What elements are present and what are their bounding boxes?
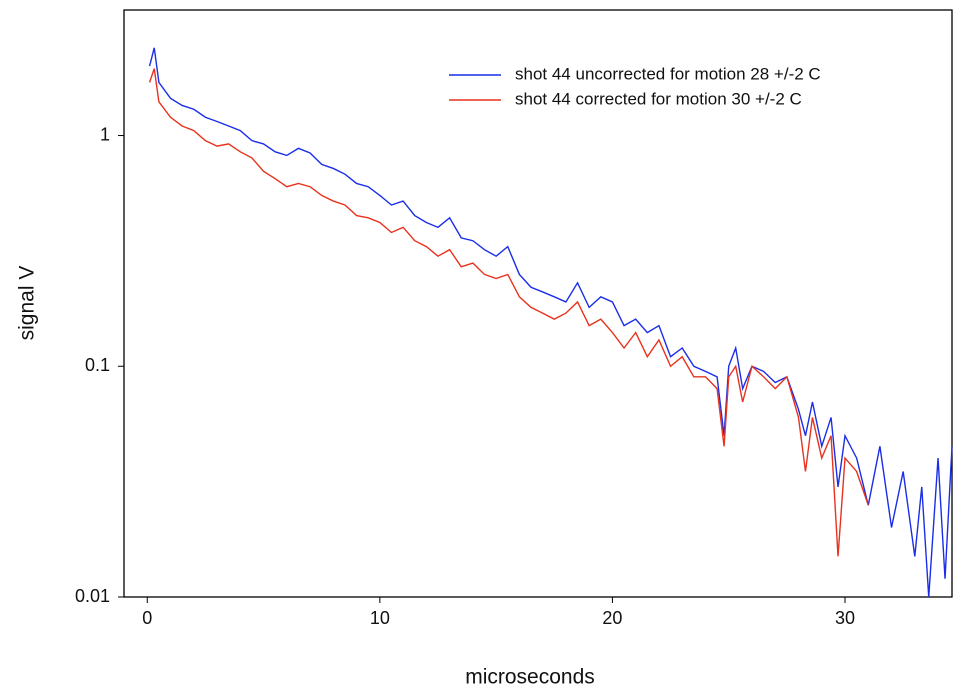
legend-label: shot 44 uncorrected for motion 28 +/-2 C	[515, 64, 821, 83]
x-tick-label: 0	[142, 608, 152, 628]
x-axis-title: microseconds	[465, 666, 595, 689]
y-tick-label: 0.01	[75, 586, 110, 606]
legend-label: shot 44 corrected for motion 30 +/-2 C	[515, 89, 802, 108]
x-tick-label: 20	[602, 608, 622, 628]
series-line	[148, 68, 869, 557]
y-tick-label: 0.1	[85, 355, 110, 375]
y-axis-title: signal V	[16, 266, 39, 341]
plot-frame	[123, 9, 953, 598]
x-tick-label: 10	[370, 608, 390, 628]
y-tick-label: 1	[100, 124, 110, 144]
x-tick-label: 30	[835, 608, 855, 628]
series-line	[148, 47, 953, 598]
